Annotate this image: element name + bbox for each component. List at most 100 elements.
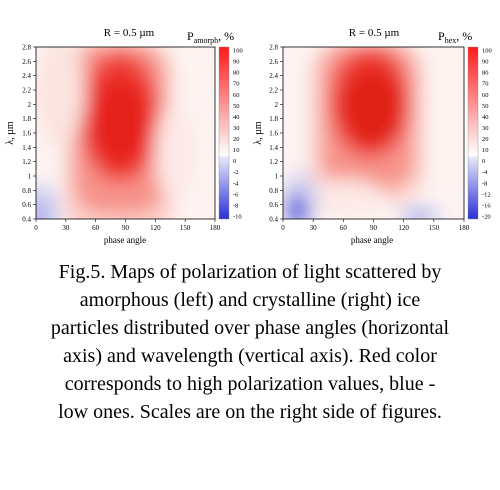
y-tick-label: 2.4	[269, 72, 278, 80]
right-colorbar-label-sub: hex	[445, 36, 457, 45]
left-colorbar-label-main: P	[187, 29, 194, 43]
colorbar-tick-label: -10	[233, 214, 242, 221]
colorbar-tick-label: 20	[233, 136, 240, 143]
y-tick-label: 1.2	[269, 158, 278, 166]
y-tick-label: 2.4	[22, 72, 31, 80]
left-colorbar-label-sub: amorph	[194, 36, 218, 45]
colorbar-tick-label: 80	[482, 70, 489, 77]
left-colorbar-label-unit: , %	[218, 29, 234, 43]
right-heatmap-field	[282, 46, 465, 220]
colorbar-tick-label: 80	[233, 70, 240, 77]
colorbar-tick-label: -16	[482, 202, 491, 209]
right-y-label: λ, µm	[253, 121, 264, 145]
x-tick-label: 90	[370, 224, 378, 232]
colorbar-tick-label: 60	[482, 92, 489, 99]
colorbar-tick-label: -4	[482, 169, 488, 176]
x-tick-label: 150	[429, 224, 440, 232]
colorbar-tick-label: 30	[482, 125, 489, 132]
left-colorbar-label: Pamorph, %	[187, 29, 234, 45]
caption-line: low ones. Scales are on the right side o…	[58, 401, 442, 423]
y-tick-label: 2	[275, 101, 279, 109]
x-tick-label: 0	[34, 224, 38, 232]
y-tick-label: 1	[275, 173, 279, 181]
y-tick-label: 2.8	[22, 44, 31, 52]
colorbar-tick-label: 90	[233, 59, 240, 66]
colorbar-tick-label: 20	[482, 136, 489, 143]
y-tick-label: 0.6	[22, 201, 31, 209]
y-tick-label: 1.6	[269, 130, 278, 138]
y-tick-label: 2	[28, 101, 32, 109]
y-tick-label: 1.4	[22, 144, 31, 152]
colorbar-tick-label: 100	[482, 48, 492, 55]
y-tick-label: 1.2	[22, 158, 31, 166]
colorbar-tick-label: 10	[233, 147, 240, 154]
x-tick-label: 120	[150, 224, 161, 232]
x-tick-label: 180	[210, 224, 221, 232]
right-x-label: phase angle	[351, 235, 393, 245]
colorbar-tick-label: 40	[482, 114, 489, 121]
caption-line: axis) and wavelength (vertical axis). Re…	[63, 345, 437, 367]
y-tick-label: 2.2	[269, 87, 278, 95]
x-tick-label: 150	[180, 224, 191, 232]
left-x-axis: 0 30 60 90 120 150 180	[34, 219, 221, 232]
x-tick-label: 60	[92, 224, 100, 232]
y-tick-label: 0.6	[269, 201, 278, 209]
colorbar-tick-label: 10	[482, 147, 489, 154]
x-tick-label: 90	[122, 224, 130, 232]
caption-line: corresponds to high polarization values,…	[64, 373, 436, 395]
colorbar-tick-label: 0	[482, 158, 485, 165]
y-tick-label: 1	[28, 173, 32, 181]
y-tick-label: 0.8	[22, 187, 31, 195]
y-tick-label: 1.8	[22, 115, 31, 123]
colorbar-tick-label: 40	[233, 114, 240, 121]
left-heatmap-panel: R = 0.5 µm Pamorph, %	[5, 27, 243, 245]
caption-line: amorphous (left) and crystalline (right)…	[79, 289, 421, 311]
y-tick-label: 1.8	[269, 115, 278, 123]
colorbar-tick-label: -12	[482, 191, 491, 198]
right-colorbar-label-unit: , %	[456, 29, 472, 43]
colorbar-tick-label: -4	[233, 180, 239, 187]
figure-panels: R = 0.5 µm Pamorph, %	[5, 27, 492, 245]
colorbar-tick-label: 0	[233, 158, 236, 165]
y-tick-label: 2.6	[269, 58, 278, 66]
colorbar-tick-label: 100	[233, 48, 243, 55]
y-tick-label: 2.2	[22, 87, 31, 95]
right-colorbar-label: Phex, %	[438, 29, 472, 45]
y-tick-label: 2.8	[269, 44, 278, 52]
left-y-label: λ, µm	[5, 121, 16, 145]
colorbar-tick-label: 30	[233, 125, 240, 132]
left-y-axis: 0.4 0.6 0.8 1 1.2 1.4 1.6 1.8 2 2.2 2.4 2.6 2.8	[22, 44, 36, 224]
colorbar-tick-label: 50	[233, 103, 240, 110]
colorbar-tick-label: 90	[482, 59, 489, 66]
caption-line: particles distributed over phase angles …	[50, 317, 450, 339]
x-tick-label: 180	[459, 224, 470, 232]
right-x-axis: 0 30 60 90 120 150 180	[281, 219, 470, 232]
figure-caption: Fig.5. Maps of polarization of light sca…	[12, 258, 488, 426]
caption-line: Fig.5. Maps of polarization of light sca…	[58, 261, 442, 283]
right-y-axis: 0.4 0.6 0.8 1 1.2 1.4 1.6 1.8 2 2.2 2.4 2.6 2.8	[269, 44, 283, 224]
x-tick-label: 120	[398, 224, 409, 232]
right-colorbar-label-main: P	[438, 29, 445, 43]
x-tick-label: 60	[340, 224, 348, 232]
right-heatmap-panel: R = 0.5 µm Phex, %	[253, 27, 492, 245]
x-tick-label: 30	[62, 224, 70, 232]
y-tick-label: 2.6	[22, 58, 31, 66]
colorbar-tick-label: -20	[482, 214, 491, 221]
colorbar-tick-label: -8	[482, 180, 487, 187]
colorbar-tick-label: 60	[233, 92, 240, 99]
y-tick-label: 1.4	[269, 144, 278, 152]
colorbar-tick-label: 70	[482, 81, 489, 88]
colorbar-tick-label: -8	[233, 202, 238, 209]
right-panel-title: R = 0.5 µm	[349, 27, 400, 39]
left-x-label: phase angle	[104, 235, 146, 245]
left-heatmap-field	[35, 46, 216, 220]
x-tick-label: 0	[281, 224, 285, 232]
y-tick-label: 0.4	[22, 216, 31, 224]
y-tick-label: 0.4	[269, 216, 278, 224]
y-tick-label: 1.6	[22, 130, 31, 138]
colorbar-tick-label: 70	[233, 81, 240, 88]
colorbar-tick-label: 50	[482, 103, 489, 110]
x-tick-label: 30	[310, 224, 318, 232]
